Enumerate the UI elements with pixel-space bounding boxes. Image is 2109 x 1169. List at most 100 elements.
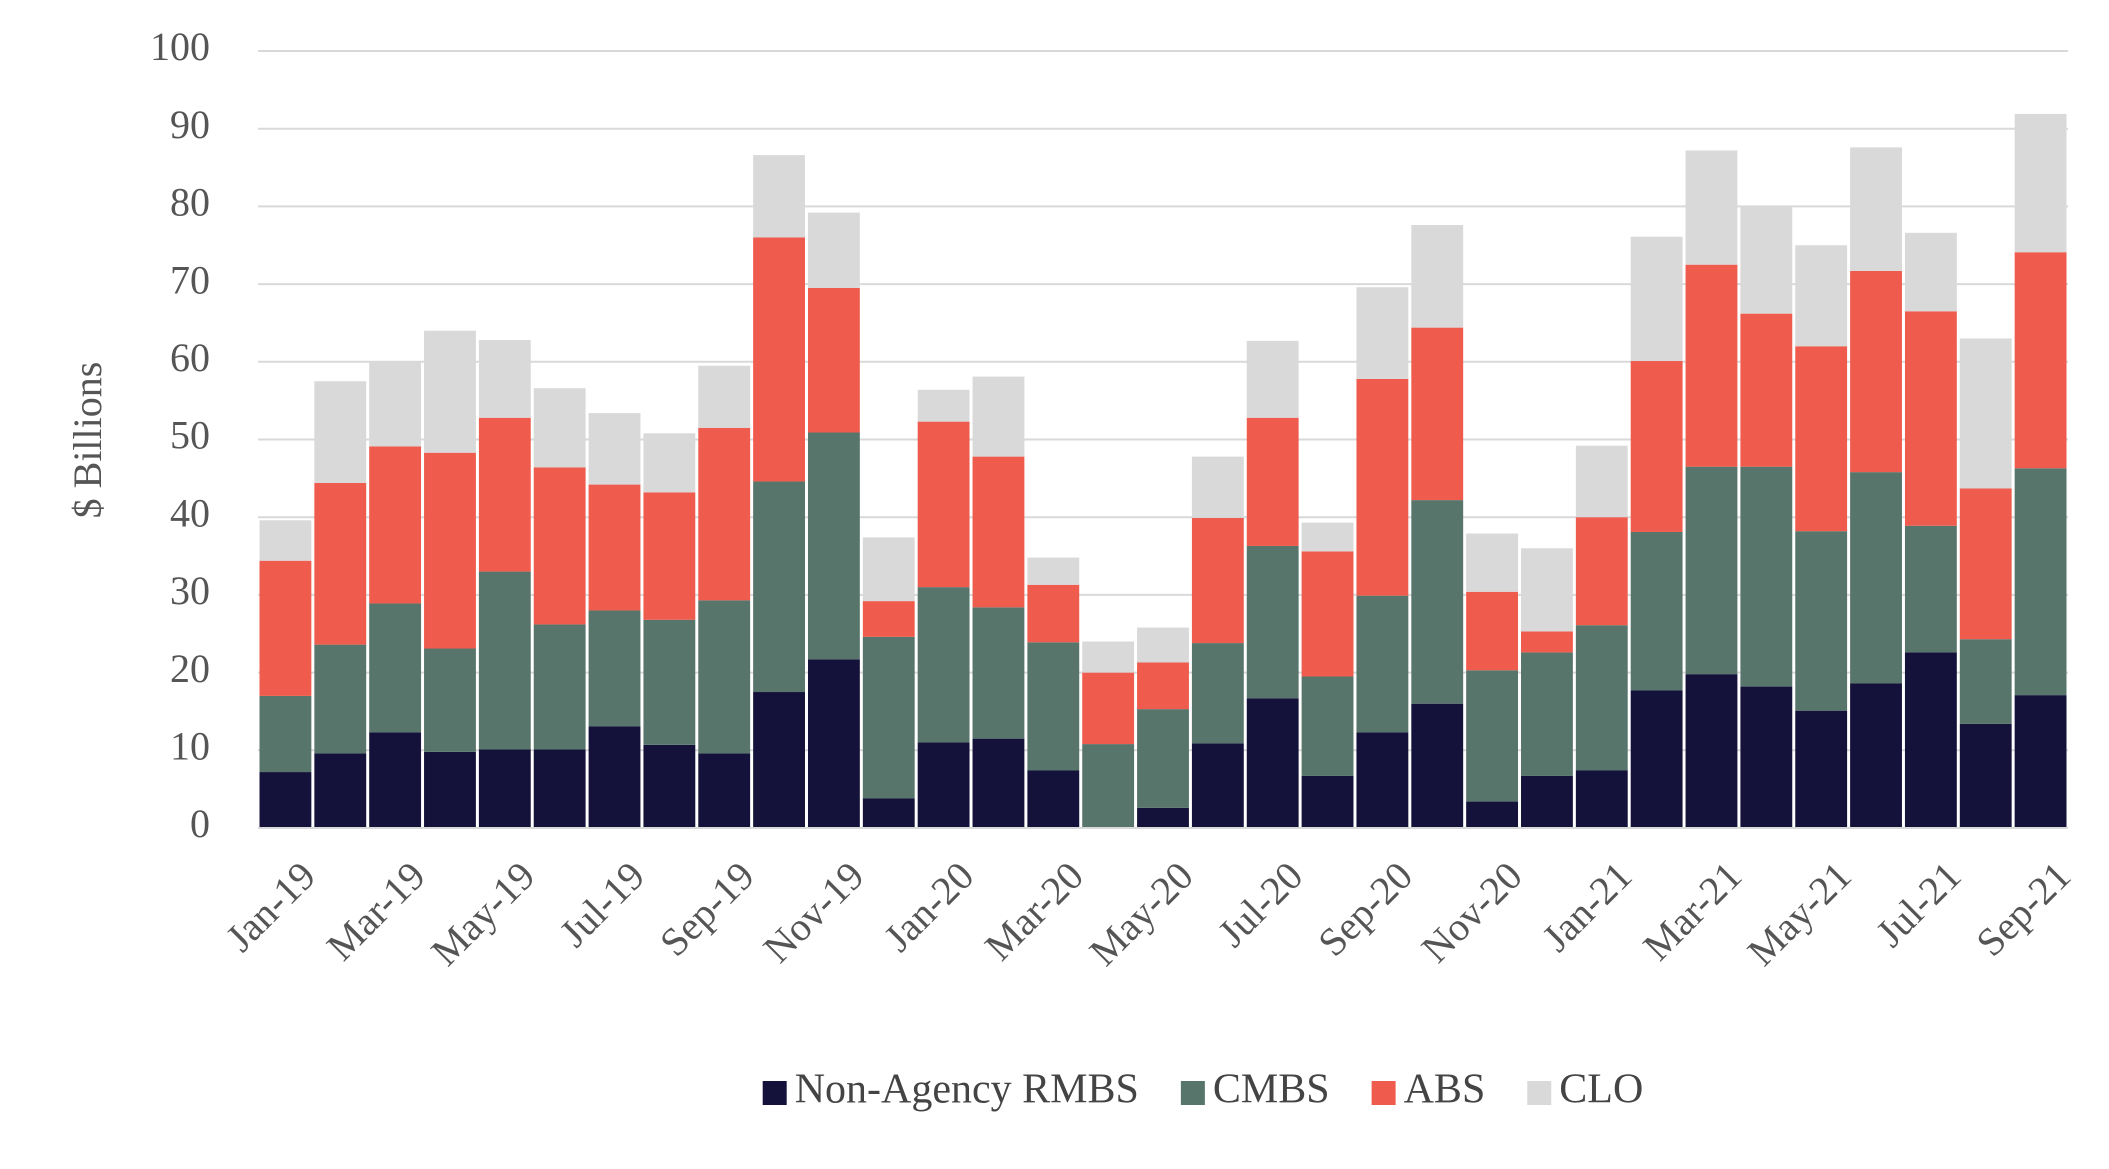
bar-segment xyxy=(1795,710,1848,828)
bar-segment xyxy=(2014,468,2067,696)
bar-segment xyxy=(1466,670,1519,802)
bar-segment xyxy=(972,607,1025,739)
y-tick-label: 50 xyxy=(170,413,210,458)
bar-segment xyxy=(698,753,751,828)
bar-segment xyxy=(478,571,531,750)
y-tick-label: 10 xyxy=(170,723,210,768)
bar-segment xyxy=(1301,522,1354,552)
bar-segment xyxy=(1521,548,1573,632)
bar-segment xyxy=(1904,232,1957,312)
bar-segment xyxy=(698,365,751,428)
y-tick-label: 60 xyxy=(170,335,210,380)
legend-swatch xyxy=(762,1081,787,1105)
bar-segment xyxy=(1630,531,1683,691)
bar-segment xyxy=(698,427,751,601)
bar-segment xyxy=(369,361,422,447)
bar-segment xyxy=(1466,801,1519,828)
y-tick-label: 30 xyxy=(170,568,210,613)
bar-segment xyxy=(259,695,312,773)
bar-segment xyxy=(1575,517,1628,626)
bar-segment xyxy=(424,452,476,649)
bar-segment xyxy=(862,601,915,637)
bar-segment xyxy=(1082,641,1135,673)
bar-segment xyxy=(2014,113,2067,253)
x-tick-label: Jul-19 xyxy=(551,853,654,956)
x-tick-label: Sep-19 xyxy=(651,853,763,965)
bar-segment xyxy=(917,421,970,588)
x-tick-label: Jul-21 xyxy=(1867,853,1970,956)
x-tick-label: Jan-21 xyxy=(1533,853,1640,960)
bar-segment xyxy=(1685,466,1738,675)
bar-segment xyxy=(972,738,1025,828)
bar-segment xyxy=(1137,807,1189,828)
bar-segment xyxy=(1521,631,1573,653)
bar-segment xyxy=(1795,531,1848,711)
bar-segment xyxy=(807,212,860,288)
legend-swatch xyxy=(1527,1081,1552,1105)
bar-segment xyxy=(588,610,641,727)
bar-segment xyxy=(1027,557,1080,585)
bar-segment xyxy=(1850,683,1902,828)
bar-segment xyxy=(862,537,915,602)
bar-segment xyxy=(1356,595,1409,733)
bar-segment xyxy=(1246,417,1299,546)
bar-segment xyxy=(424,648,476,752)
bar-segment xyxy=(1411,703,1464,828)
x-tick-label: Jan-19 xyxy=(217,853,324,960)
bar-segment xyxy=(917,587,970,743)
bar-segment xyxy=(424,330,476,453)
bar-segment xyxy=(1959,639,2012,724)
bar-segment xyxy=(478,749,531,828)
bar-segment xyxy=(1904,652,1957,828)
bar-segment xyxy=(1027,642,1080,771)
bar-segment xyxy=(1850,147,1902,271)
bar-segment xyxy=(369,732,422,828)
bar-segment xyxy=(1959,338,2012,489)
bar-segment xyxy=(1521,775,1573,828)
bar-segment xyxy=(478,417,531,572)
bar-segment xyxy=(917,389,970,422)
bar-segment xyxy=(1630,690,1683,828)
bar-segment xyxy=(1301,676,1354,776)
bar-segment xyxy=(1137,627,1189,663)
bar-segment xyxy=(588,726,641,828)
bar-segment xyxy=(1740,205,1793,314)
bar-segment xyxy=(533,467,586,625)
x-tick-label: Jul-20 xyxy=(1209,853,1312,956)
bar-segment xyxy=(643,744,696,828)
bar-segment xyxy=(1191,456,1244,518)
y-axis-label: $ Billions xyxy=(65,362,110,519)
bar-segment xyxy=(862,636,915,799)
x-tick-label: Nov-20 xyxy=(1413,853,1531,971)
bar-segment xyxy=(1575,770,1628,828)
bar-segment xyxy=(807,287,860,433)
bar-segment xyxy=(588,413,641,485)
x-tick-label: Mar-21 xyxy=(1634,853,1750,969)
bar-segment xyxy=(1795,245,1848,347)
bar-segment xyxy=(1027,584,1080,643)
bar-segment xyxy=(1082,744,1135,828)
bar-segment xyxy=(807,432,860,660)
bar-segment xyxy=(1575,625,1628,771)
x-tick-label: Sep-20 xyxy=(1309,853,1421,965)
bar-segment xyxy=(1082,672,1135,745)
bar-segment xyxy=(1301,551,1354,677)
bar-segment xyxy=(478,340,531,418)
bar-segment xyxy=(698,600,751,754)
bar-segment xyxy=(588,484,641,611)
bar-segment xyxy=(1850,472,1902,684)
bar-segment xyxy=(1191,517,1244,644)
bar-segment xyxy=(1959,723,2012,828)
bar-segment xyxy=(314,644,367,754)
bar-segment xyxy=(753,155,805,238)
bar-segment xyxy=(314,381,367,484)
bar-segment xyxy=(1685,264,1738,467)
bar-segment xyxy=(1466,591,1519,671)
bar-segment xyxy=(1411,225,1464,328)
bar-segment xyxy=(917,742,970,828)
bar-segment xyxy=(643,433,696,493)
y-tick-label: 40 xyxy=(170,490,210,535)
bar-segment xyxy=(1137,662,1189,710)
bar-segment xyxy=(1246,545,1299,699)
